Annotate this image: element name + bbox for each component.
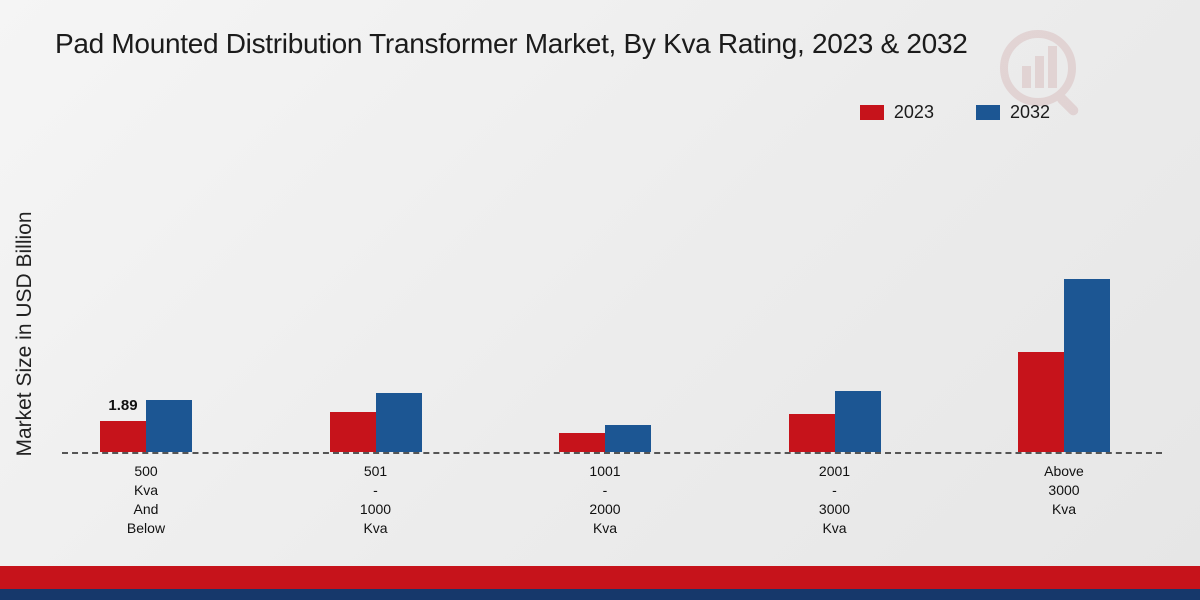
bar-group-1 [329,393,422,452]
legend-label-2023: 2023 [893,102,934,122]
legend-swatch-2023 [859,105,884,120]
bar-2023-category-0: 1.89 [100,397,146,452]
bar-2023-category-1 [329,412,376,452]
bar-value-label: 1.89 [108,397,138,414]
x-axis-category-label-1: 501 - 1000 Kva [359,463,392,536]
bar-group-2 [559,425,651,452]
legend-item-2023: 2023 [859,102,934,123]
chart-title: Pad Mounted Distribution Transformer Mar… [55,28,968,59]
legend-item-2032: 2032 [975,102,1050,123]
bar-2023-category-4 [1018,352,1064,452]
bar-2032-category-4 [1064,279,1110,452]
bar-group-3 [788,391,881,452]
bar-2023-category-2 [559,433,605,452]
x-axis-baseline [62,452,1162,454]
legend-swatch-2032 [975,105,1000,120]
y-axis-label: Market Size in USD Billion [13,211,36,457]
x-axis-category-label-2: 1001 - 2000 Kva [589,463,621,536]
bar-group-0: 1.89 [100,397,192,452]
x-axis-category-labels: 500 Kva And Below 501 - 1000 Kva 1001 - 20… [100,462,1110,538]
x-axis-category-label-0: 500 Kva And Below [126,463,166,536]
legend: 2023 2032 [859,102,1050,123]
x-axis-category-label-3: 2001 - 3000 Kva [818,463,851,536]
x-axis-category-label-4: Above 3000 Kva [1044,463,1084,517]
footer-red-stripe [0,566,1200,589]
bar-2023-category-3 [788,414,835,452]
legend-label-2032: 2032 [1009,102,1050,122]
bar-plot-area: 1.89 [100,222,1110,452]
bar-2032-category-1 [375,393,422,452]
bar-2032-category-2 [605,425,651,452]
footer-navy-stripe [0,589,1200,600]
bar-2032-category-3 [834,391,881,452]
bar-group-4 [1018,279,1110,452]
bar-2032-category-0 [146,400,192,452]
